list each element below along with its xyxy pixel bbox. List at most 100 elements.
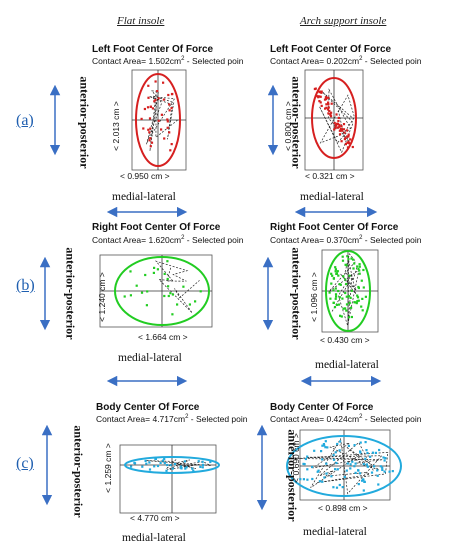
plot-a-right-point [337, 119, 340, 123]
plot-b-right-point [352, 267, 355, 270]
plot-b-right-point [357, 267, 360, 270]
plot-c-left-point [148, 461, 151, 464]
plot-a-right-point [336, 126, 339, 129]
plot-c-right-point [306, 455, 309, 458]
plot-c-right-point [304, 457, 307, 461]
contact-text: Contact Area= 0.424cm [270, 414, 360, 424]
plot-c-left-frame [119, 444, 217, 514]
plot-c-right-point [351, 460, 354, 463]
contact-suffix: - Selected poin [362, 235, 422, 245]
dim-vertical-b-left: < 1.240 cm > [97, 272, 107, 322]
plot-b-right-point [341, 259, 345, 262]
plot-b-left-point [169, 292, 172, 295]
plot-b-right-point [362, 286, 365, 289]
plot-a-right-point [339, 127, 342, 131]
plot-a-right-point [337, 116, 340, 119]
plot-c-right-point [349, 467, 352, 470]
plot-a-right-point [327, 103, 330, 106]
dim-vertical-c-right: < 0.690 cm > [291, 433, 301, 483]
plot-b-left-point [188, 303, 191, 306]
plot-a-left-point [168, 109, 171, 112]
plot-a-left-point [149, 127, 152, 130]
plot-b-right-point [358, 263, 361, 266]
plot-b-left-point [129, 270, 132, 273]
plot-b-right-point [347, 295, 351, 298]
plot-b-left-point [166, 260, 169, 263]
plot-b-right-point [350, 289, 353, 292]
plot-b-right-point [345, 264, 348, 267]
plot-b-right-point [341, 255, 344, 258]
plot-c-right-point [338, 483, 341, 487]
plot-c-right-point [362, 463, 365, 466]
plot-b-left-point [182, 285, 185, 288]
plot-b-right-point [361, 297, 364, 300]
plot-a-right-point [327, 112, 330, 115]
plot-c-left-point [192, 469, 195, 472]
plot-a-left-point [163, 137, 166, 140]
plot-a-left-point [143, 107, 146, 111]
plot-c-right-point [365, 463, 368, 466]
unit-exponent: 2 [185, 414, 189, 421]
plot-b-left-point [135, 284, 138, 287]
plot-c-right-point [362, 478, 365, 481]
plot-a-left-point [156, 90, 159, 93]
plot-a-right-point [324, 107, 327, 110]
plot-b-right-point [361, 309, 364, 312]
plot-b-left-point [156, 268, 159, 271]
plot-c-right-point [363, 480, 366, 483]
plot-b-left-point [146, 290, 149, 293]
plot-a-right-point [325, 103, 328, 106]
plot-c-right-point [354, 471, 357, 474]
plot-c-right-point [370, 471, 374, 474]
plot-c-right-point [354, 462, 357, 465]
plot-c-right-point [299, 478, 302, 481]
plot-c-right-point [303, 463, 306, 466]
plot-a-left-point [140, 117, 143, 120]
plot-c-right-point [324, 440, 327, 443]
plot-b-right-point [337, 303, 341, 306]
plot-c-right-point [335, 461, 338, 465]
plot-c-right-point [322, 443, 325, 446]
plot-b-right-point [358, 265, 361, 268]
plot-a-right-point [344, 136, 347, 139]
plot-c-left-point [199, 465, 202, 468]
plot-a-left-point [149, 137, 152, 140]
plot-c-right-point [353, 465, 356, 468]
dim-horizontal-b-left: < 1.664 cm > [138, 332, 188, 342]
plot-a-left-point [157, 119, 160, 122]
plot-c-left-point [156, 464, 160, 468]
plot-a-right-point [340, 140, 343, 143]
plot-a-right-point [343, 138, 346, 141]
contact-text: Contact Area= 0.202cm [270, 56, 360, 66]
plot-c-right-point [371, 451, 374, 454]
plot-a-right-point [319, 101, 322, 104]
plot-c-left-point [161, 459, 165, 462]
plot-a-right-point [320, 91, 323, 94]
plot-c-right-title: Body Center Of Force [270, 402, 374, 413]
plot-a-left-point [147, 96, 150, 99]
plot-c-right-point [345, 469, 348, 472]
plot-c-right-point [313, 449, 316, 452]
dim-horizontal-a-left: < 0.950 cm > [120, 171, 170, 181]
unit-exponent: 2 [359, 414, 363, 421]
plot-b-right-point [357, 299, 360, 302]
plot-c-left-point [180, 467, 183, 470]
plot-a-right-point [343, 131, 346, 134]
contact-text: Contact Area= 4.717cm [96, 414, 186, 424]
unit-exponent: 2 [359, 235, 363, 242]
plot-b-right-point [347, 316, 351, 319]
plot-b-left-point [163, 294, 166, 298]
axis-label-vertical-b-right: anterior-posterior [289, 247, 304, 340]
plot-a-left-title: Left Foot Center Of Force [92, 44, 214, 55]
plot-b-right-point [330, 282, 333, 285]
plot-b-left-point [145, 304, 148, 307]
plot-b-right-point [335, 272, 338, 275]
plot-b-left-title: Right Foot Center Of Force [92, 222, 221, 233]
plot-b-right-trajectory [328, 253, 360, 326]
plot-c-right-point [339, 440, 342, 443]
plot-b-left-point [129, 294, 132, 297]
plot-c-left-point [191, 467, 194, 470]
plot-b-right-point [331, 274, 334, 277]
plot-b-right-ellipse [325, 250, 371, 332]
dim-horizontal-b-right: < 0.430 cm > [320, 335, 370, 345]
